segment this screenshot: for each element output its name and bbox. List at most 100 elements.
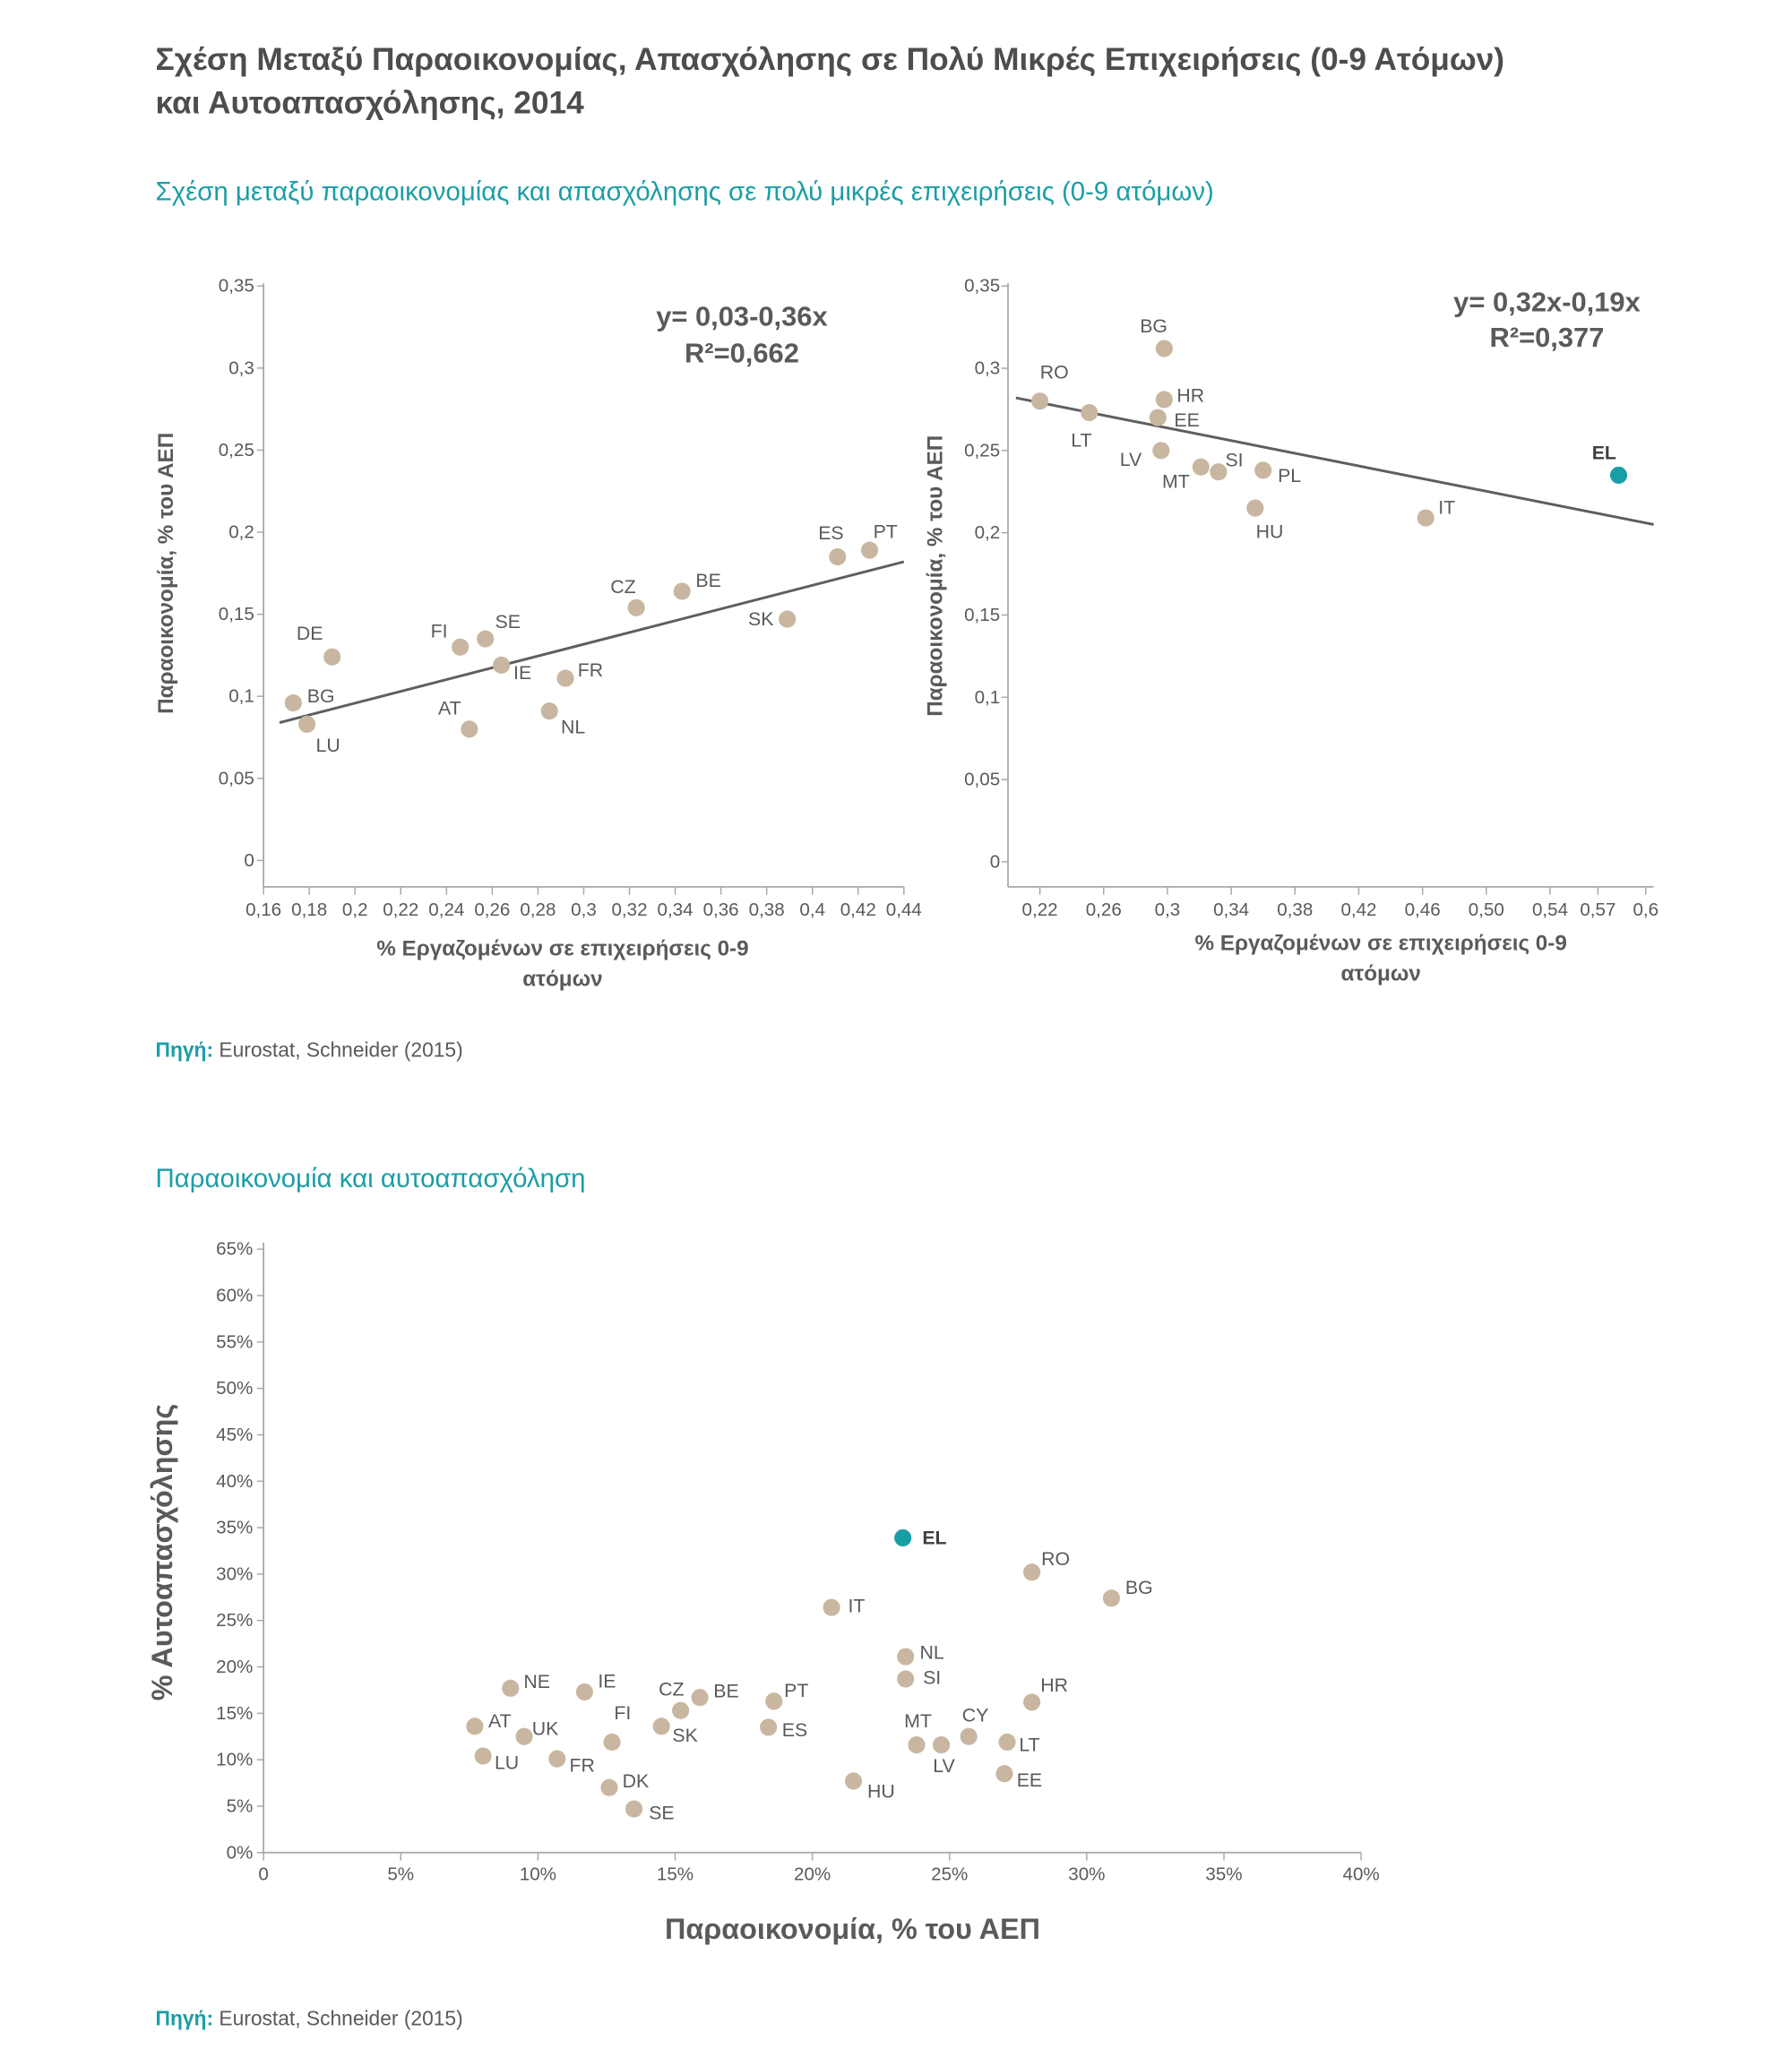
- data-point: [1246, 499, 1264, 517]
- data-point: [960, 1727, 978, 1745]
- x-tick-label: 0,26: [474, 900, 510, 920]
- data-point-label: CZ: [610, 576, 635, 598]
- x-tick-label: 0,2: [342, 900, 368, 920]
- data-point-label: EE: [1174, 409, 1199, 431]
- data-point-label: NE: [523, 1671, 550, 1692]
- y-tick-label: 60%: [216, 1286, 253, 1306]
- y-tick-label: 50%: [216, 1378, 253, 1399]
- trend-r-squared: R²=0,377: [1490, 322, 1605, 353]
- data-point-label: LU: [316, 735, 340, 756]
- data-point: [575, 1683, 593, 1701]
- y-tick-label: 0,15: [964, 605, 1000, 625]
- highlighted-data-point: [1609, 466, 1628, 484]
- source-label: Πηγή:: [156, 1038, 214, 1062]
- x-tick-label: 0,24: [428, 900, 464, 920]
- data-point: [556, 669, 574, 687]
- data-point-label: LV: [933, 1755, 955, 1777]
- data-point: [1102, 1589, 1120, 1607]
- data-point: [1023, 1693, 1041, 1711]
- x-tick-label: 0,44: [886, 900, 922, 920]
- data-point: [691, 1689, 709, 1707]
- data-point: [493, 656, 511, 674]
- trend-equation: y= 0,03-0,36x: [656, 301, 827, 332]
- trend-line: [279, 560, 905, 724]
- data-point: [284, 693, 302, 712]
- y-tick-label: 0,05: [964, 770, 1000, 790]
- x-tick-label: 0,42: [1340, 900, 1376, 920]
- x-tick-label: 0,34: [1213, 900, 1249, 920]
- data-point-label: IT: [849, 1596, 866, 1617]
- scatter-chart-employment-small-firms-south: Παραοικονομία, % του ΑΕΠ % Εργαζομένων σ…: [924, 276, 1658, 986]
- x-tick-label: 40%: [1343, 1864, 1380, 1885]
- data-point: [1192, 458, 1210, 476]
- data-point-label: PT: [874, 521, 898, 543]
- chart-marks: 0 0,05 0,1 0,15 0,2 0,25 0,3 0,35 0,22 0,26 0,3 0,3…: [964, 276, 1658, 920]
- data-point-label: NL: [561, 716, 585, 737]
- x-axis-title-line-2: ατόμων: [1340, 961, 1420, 986]
- data-point: [474, 1747, 492, 1765]
- data-point: [765, 1692, 783, 1710]
- data-point: [998, 1733, 1016, 1752]
- data-point: [627, 598, 645, 616]
- x-tick-label: 30%: [1068, 1864, 1105, 1885]
- data-point-label: ES: [782, 1719, 807, 1741]
- data-point: [452, 638, 470, 656]
- data-point-label: FR: [578, 659, 603, 681]
- x-tick-label: 0,16: [246, 900, 281, 920]
- x-tick-label: 0,22: [1022, 900, 1058, 920]
- y-axis-title: % Αυτοαπασχόλησης: [146, 1404, 178, 1700]
- data-point: [823, 1598, 840, 1616]
- y-tick-label: 45%: [216, 1425, 253, 1445]
- data-point: [502, 1679, 520, 1697]
- data-point-label: BG: [307, 685, 335, 707]
- y-tick-label: 0,35: [219, 276, 254, 297]
- data-point: [844, 1772, 863, 1790]
- y-tick-label: 0,25: [964, 440, 1000, 461]
- data-point: [600, 1778, 618, 1796]
- y-tick-label: 0,35: [964, 276, 1000, 297]
- data-point: [995, 1765, 1013, 1783]
- data-point: [829, 547, 847, 566]
- data-point-label: SI: [923, 1667, 941, 1689]
- data-point: [652, 1718, 670, 1735]
- data-point: [1149, 409, 1167, 426]
- x-tick-label: 5%: [387, 1864, 414, 1885]
- y-tick-label: 35%: [216, 1518, 253, 1538]
- data-point: [673, 582, 691, 600]
- x-tick-label: 0,18: [291, 900, 327, 920]
- data-point-label: EE: [1017, 1769, 1042, 1791]
- data-point-label: IT: [1438, 496, 1455, 518]
- data-point-label: HR: [1176, 385, 1204, 407]
- data-point-label: SK: [672, 1725, 697, 1746]
- highlighted-data-point: [894, 1528, 912, 1547]
- data-point-label: LT: [1019, 1734, 1039, 1755]
- data-point: [897, 1648, 915, 1666]
- x-tick-label: 10%: [520, 1864, 556, 1885]
- x-tick-label: 0,54: [1532, 900, 1568, 920]
- data-point-label: PL: [1278, 465, 1301, 486]
- data-point: [1155, 391, 1173, 409]
- y-tick-label: 40%: [216, 1471, 253, 1492]
- x-tick-label: 0,32: [611, 900, 647, 920]
- data-point-label: BG: [1125, 1577, 1153, 1598]
- data-point-label: CZ: [659, 1679, 684, 1700]
- trend-line: [1015, 396, 1654, 526]
- data-point-label: FI: [614, 1702, 631, 1724]
- trend-r-squared: R²=0,662: [685, 338, 799, 369]
- data-point-label: HU: [1256, 521, 1284, 543]
- data-point-label: FR: [570, 1754, 595, 1776]
- x-tick-label: 0,57: [1580, 900, 1615, 920]
- data-point: [1152, 442, 1170, 460]
- data-point: [932, 1736, 951, 1754]
- data-point: [672, 1701, 690, 1719]
- data-point: [298, 715, 316, 733]
- y-tick-label: 0,05: [219, 768, 254, 788]
- x-tick-label: 0,3: [1155, 900, 1181, 920]
- y-tick-label: 0,1: [228, 686, 254, 707]
- x-tick-label: 0,36: [703, 900, 739, 920]
- data-point: [1031, 392, 1049, 410]
- x-tick-label: 0,22: [383, 900, 418, 920]
- section-heading-small-firms: Σχέση μεταξύ παραοικονομίας και απασχόλη…: [156, 177, 1214, 207]
